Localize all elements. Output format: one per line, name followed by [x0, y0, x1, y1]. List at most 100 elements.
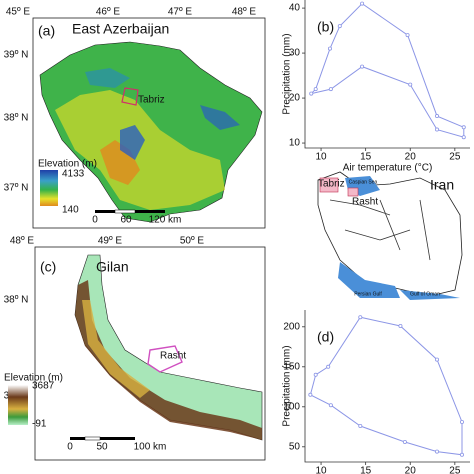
lat-label: 37º N: [4, 183, 29, 194]
y-tick-label: 150: [283, 361, 300, 372]
y-tick-label: 100: [283, 401, 300, 412]
scale-bar: [95, 210, 115, 213]
data-point: [328, 87, 333, 92]
data-point: [398, 323, 403, 328]
legend-title: Elevation (m): [4, 373, 63, 384]
panel-label: (a): [38, 23, 55, 39]
data-point: [360, 1, 365, 6]
legend-min: 140: [62, 205, 79, 216]
scale-label: 60: [120, 215, 132, 226]
data-point: [434, 357, 439, 362]
data-point: [358, 423, 363, 428]
highland: [200, 105, 240, 130]
scale-label: 0: [92, 215, 98, 226]
lon-label: 50º E: [180, 236, 205, 247]
province-highlight: [319, 177, 339, 193]
scale-bar: [135, 210, 165, 213]
lat-label: 39º N: [4, 50, 29, 61]
data-point: [327, 46, 332, 51]
x-tick-label: 15: [360, 152, 372, 163]
y-tick-label: 30: [289, 48, 301, 59]
scale-bar: [100, 437, 135, 440]
panel-title: East Azerbaijan: [72, 21, 169, 37]
data-point: [313, 87, 318, 92]
axis-frame: [304, 310, 470, 463]
city-boundary: [147, 345, 183, 373]
scale-bar: [114, 209, 136, 214]
legend-max: 4133: [62, 169, 85, 180]
data-point: [337, 24, 342, 29]
scale-label: 0: [67, 442, 73, 453]
data-point: [434, 127, 439, 132]
x-tick-label: 20: [405, 466, 417, 474]
data-point: [309, 91, 314, 96]
y-axis-label: Precipitation (mm): [282, 345, 293, 426]
x-tick-label: 20: [405, 152, 417, 163]
x-tick-label: 25: [449, 152, 461, 163]
y-tick-label: 40: [289, 3, 301, 14]
data-point: [360, 64, 365, 69]
water: [338, 262, 400, 298]
data-point: [402, 439, 407, 444]
panel-title: Gilan: [96, 259, 129, 275]
scale-bar: [84, 436, 101, 441]
water-label: Persian Gulf: [354, 291, 382, 297]
water-label: Gulf of Oman: [410, 291, 440, 297]
x-tick-label: 25: [449, 466, 461, 474]
lon-label: 48º E: [232, 7, 257, 18]
data-point: [358, 315, 363, 320]
data-point: [328, 403, 333, 408]
legend-title: Elevation (m): [38, 159, 97, 170]
panel-label: (d): [317, 329, 334, 345]
y-axis-label: Precipitation (mm): [282, 33, 293, 114]
city-boundary: [121, 87, 139, 106]
data-point: [461, 135, 466, 140]
province-highlight: [347, 187, 359, 197]
lat-label: 38º N: [4, 113, 29, 124]
panel-label: (c): [40, 259, 56, 275]
x-tick-label: 10: [315, 466, 327, 474]
water: [400, 290, 460, 300]
panel-c: Rasht (c) Gilan 48º E 49º E 50º E 38º N …: [4, 236, 266, 461]
y-tick-label: 50: [289, 441, 301, 452]
city-label: Tabriz: [138, 95, 165, 106]
foothills: [82, 300, 150, 398]
water-label: Caspian Sea: [349, 179, 378, 185]
inset-map: Iran Tabriz Rasht Caspian Sea Persian Gu…: [317, 171, 463, 300]
scale-label: 120 km: [149, 215, 182, 226]
scale-bar: [70, 437, 85, 440]
x-tick-label: 15: [360, 466, 372, 474]
country-label: Iran: [430, 177, 454, 193]
highland: [85, 68, 130, 88]
axis-frame: [304, 0, 470, 149]
panel-label: (b): [317, 19, 334, 35]
legend-ramp: [8, 385, 28, 425]
data-point: [434, 449, 439, 454]
lon-label: 47º E: [168, 7, 193, 18]
legend-max: 3687: [32, 381, 55, 392]
city-label: Tabriz: [318, 179, 345, 190]
lon-label: 49º E: [98, 236, 123, 247]
y-tick-label: 20: [289, 93, 301, 104]
data-point: [405, 33, 410, 38]
legend-ramp: [40, 170, 58, 206]
city-label: Rasht: [160, 351, 186, 362]
x-axis-label: Air temperature (°C): [343, 163, 433, 174]
lon-label: 48º E: [10, 236, 35, 247]
data-point: [459, 452, 464, 457]
scale-label: 100 km: [134, 442, 167, 453]
data-point: [313, 372, 318, 377]
lon-label: 46º E: [96, 7, 121, 18]
data-line: [309, 2, 465, 138]
y-tick-label: 200: [283, 321, 300, 332]
data-point: [408, 82, 413, 87]
data-point: [461, 125, 466, 130]
city-label: Rasht: [352, 197, 378, 208]
x-tick-label: 10: [315, 152, 327, 163]
data-point: [459, 419, 464, 424]
scale-label: 50: [96, 442, 108, 453]
highland: [120, 125, 145, 160]
y-tick-label: 10: [289, 138, 301, 149]
data-point: [308, 392, 313, 397]
